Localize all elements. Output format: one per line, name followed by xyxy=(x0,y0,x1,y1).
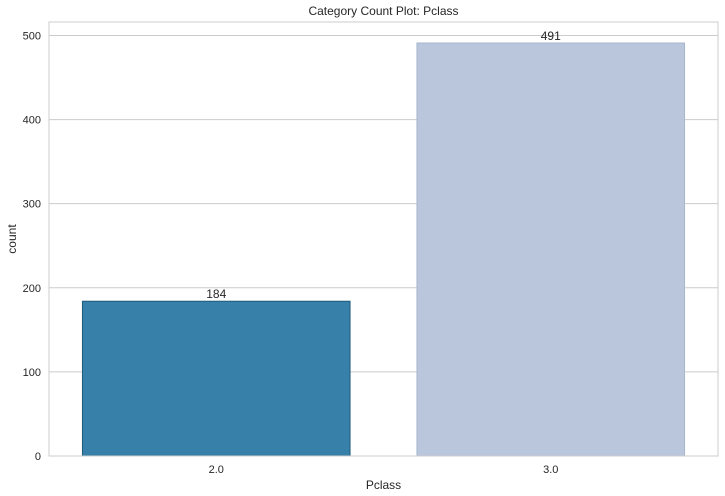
y-axis-label: count xyxy=(5,224,19,254)
y-tick-label-100: 100 xyxy=(23,367,41,379)
data-label-3.0: 491 xyxy=(541,29,561,43)
bar-3.0 xyxy=(416,42,686,457)
y-tick-label-400: 400 xyxy=(23,115,41,127)
x-tick-label-3.0: 3.0 xyxy=(543,464,558,476)
x-axis-label: Pclass xyxy=(366,478,401,492)
y-tick-label-0: 0 xyxy=(35,451,41,463)
y-tick-label-200: 200 xyxy=(23,283,41,295)
bars xyxy=(81,42,686,457)
chart-title: Category Count Plot: Pclass xyxy=(308,4,458,18)
y-tick-label-300: 300 xyxy=(23,199,41,211)
plot-frame xyxy=(48,21,719,457)
y-tick-label-500: 500 xyxy=(23,30,41,42)
x-tick-label-2.0: 2.0 xyxy=(209,464,224,476)
x-axis-ticks: 2.0 3.0 xyxy=(209,464,559,476)
bar-2.0 xyxy=(81,300,351,457)
data-labels: 184 491 xyxy=(206,29,561,301)
y-axis-ticks: 0 100 200 300 400 500 xyxy=(23,30,41,463)
data-label-2.0: 184 xyxy=(206,287,226,301)
